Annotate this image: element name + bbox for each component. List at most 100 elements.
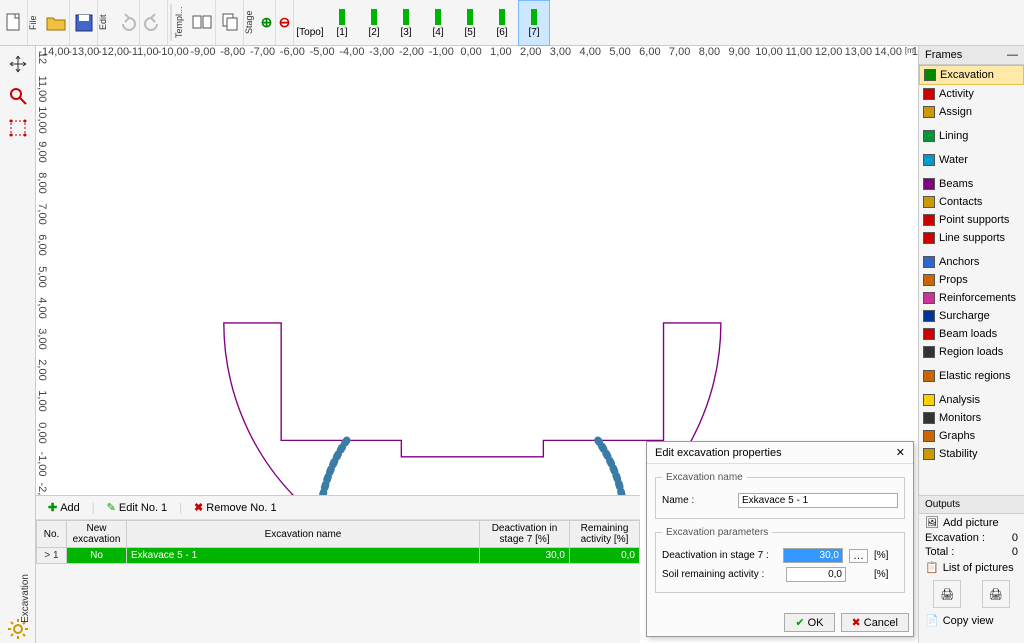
deactivation-input[interactable] xyxy=(783,548,843,563)
stage-bar-icon xyxy=(307,9,313,25)
redo-button[interactable] xyxy=(140,0,168,45)
undo-button[interactable] xyxy=(112,0,140,45)
frame-icon xyxy=(923,394,935,406)
stage-label: [3] xyxy=(400,27,411,38)
total-count: Total :0 xyxy=(919,545,1024,559)
frame-item[interactable]: Assign xyxy=(919,103,1024,121)
stage-bar-icon xyxy=(499,9,505,25)
frame-icon xyxy=(923,310,935,322)
remove-button[interactable]: ✖Remove No. 1 xyxy=(188,499,283,516)
frame-label: Stability xyxy=(939,448,978,460)
stage-button[interactable]: [5] xyxy=(454,0,486,46)
excavation-name-group: Excavation name Name : xyxy=(655,472,905,519)
frame-item[interactable]: Anchors xyxy=(919,253,1024,271)
stage-label: [6] xyxy=(496,27,507,38)
list-pictures-button[interactable]: 📋List of pictures xyxy=(919,559,1024,576)
printer-icon: 🖨 xyxy=(940,588,954,601)
stage-bar-icon xyxy=(339,9,345,25)
deactivation-label: Deactivation in stage 7 : xyxy=(662,550,777,561)
frame-item[interactable]: Surcharge xyxy=(919,307,1024,325)
frame-item[interactable]: Activity xyxy=(919,85,1024,103)
excavation-table[interactable]: No.New excavationExcavation nameDeactiva… xyxy=(36,520,640,643)
remaining-input[interactable] xyxy=(786,567,846,582)
table-row[interactable]: > 1NoExkavace 5 - 130,00,0 xyxy=(37,548,640,564)
frame-label: Monitors xyxy=(939,412,981,424)
frame-label: Analysis xyxy=(939,394,980,406)
ellipsis-button[interactable]: … xyxy=(849,549,868,563)
add-button[interactable]: ✚Add xyxy=(42,499,86,516)
stage-button[interactable]: [6] xyxy=(486,0,518,46)
outputs-panel: Outputs 🖼Add picture Excavation :0 Total… xyxy=(918,495,1024,643)
close-icon[interactable]: ✕ xyxy=(896,446,905,459)
frame-item[interactable]: Line supports xyxy=(919,229,1024,247)
frame-icon xyxy=(923,232,935,244)
frames-header: Frames— xyxy=(919,46,1024,65)
pan-tool[interactable] xyxy=(4,50,32,78)
add-picture-button[interactable]: 🖼Add picture xyxy=(919,514,1024,531)
frame-item[interactable]: Reinforcements xyxy=(919,289,1024,307)
frame-item[interactable]: Contacts xyxy=(919,193,1024,211)
stage-remove-button[interactable]: ⊖ xyxy=(276,0,294,45)
frame-item[interactable]: Water xyxy=(919,151,1024,169)
stage-button[interactable]: [3] xyxy=(390,0,422,46)
frame-item[interactable]: Graphs xyxy=(919,427,1024,445)
file-save-button[interactable] xyxy=(70,0,98,45)
frame-icon xyxy=(923,412,935,424)
undo-icon xyxy=(115,12,137,34)
stage-label: [Topo] xyxy=(296,27,323,38)
frame-item[interactable]: Props xyxy=(919,271,1024,289)
redo-icon xyxy=(143,12,165,34)
template-button-1[interactable] xyxy=(188,0,216,45)
zoom-tool[interactable] xyxy=(4,82,32,110)
extent-tool[interactable] xyxy=(4,114,32,142)
frame-label: Props xyxy=(939,274,968,286)
x-icon: ✖ xyxy=(194,501,203,514)
print-button-2[interactable]: 🖨 xyxy=(982,580,1010,608)
frame-item[interactable]: Region loads xyxy=(919,343,1024,361)
frame-item[interactable]: Elastic regions xyxy=(919,367,1024,385)
stage-button[interactable]: [2] xyxy=(358,0,390,46)
cancel-button[interactable]: ✖Cancel xyxy=(841,613,909,632)
remaining-label: Soil remaining activity : xyxy=(662,569,780,580)
frame-item[interactable]: Analysis xyxy=(919,391,1024,409)
file-open-button[interactable] xyxy=(42,0,70,45)
frame-item[interactable]: Stability xyxy=(919,445,1024,463)
frame-icon xyxy=(923,196,935,208)
frame-icon xyxy=(923,430,935,442)
frame-icon xyxy=(923,292,935,304)
frame-label: Reinforcements xyxy=(939,292,1016,304)
plus-icon: ⊕ xyxy=(261,14,273,31)
frame-item[interactable]: Point supports xyxy=(919,211,1024,229)
stage-add-button[interactable]: ⊕ xyxy=(258,0,276,45)
file-new-button[interactable] xyxy=(0,0,28,45)
frame-item[interactable]: Excavation xyxy=(919,65,1024,85)
edit-button[interactable]: ✎Edit No. 1 xyxy=(101,499,174,516)
frame-icon xyxy=(923,328,935,340)
template-label: Templ... xyxy=(174,0,188,45)
frame-item[interactable]: Monitors xyxy=(919,409,1024,427)
frame-icon xyxy=(923,214,935,226)
frame-label: Beam loads xyxy=(939,328,997,340)
frame-icon xyxy=(923,346,935,358)
stage-label: [1] xyxy=(336,27,347,38)
template-button-2[interactable] xyxy=(216,0,244,45)
stage-label: [4] xyxy=(432,27,443,38)
print-button-1[interactable]: 🖨 xyxy=(933,580,961,608)
outputs-header: Outputs xyxy=(919,496,1024,514)
canvas-area: -14,00-13,00-12,00-11,00-10,00-9,00-8,00… xyxy=(36,46,918,495)
stage-button[interactable]: [1] xyxy=(326,0,358,46)
copy-view-button[interactable]: 📄Copy view xyxy=(919,612,1024,629)
ok-button[interactable]: ✔OK xyxy=(784,613,834,632)
stage-label: [7] xyxy=(528,27,539,38)
stage-button[interactable]: [4] xyxy=(422,0,454,46)
stage-button[interactable]: [7] xyxy=(518,0,550,46)
minimize-icon[interactable]: — xyxy=(1007,49,1018,61)
frame-item[interactable]: Lining xyxy=(919,127,1024,145)
frame-item[interactable]: Beams xyxy=(919,175,1024,193)
drawing-viewport[interactable] xyxy=(54,58,918,495)
frame-item[interactable]: Beam loads xyxy=(919,325,1024,343)
stage-button[interactable]: [Topo] xyxy=(294,0,326,46)
name-input[interactable] xyxy=(738,493,898,508)
frame-icon xyxy=(924,69,936,81)
tunnel-drawing xyxy=(54,58,918,495)
